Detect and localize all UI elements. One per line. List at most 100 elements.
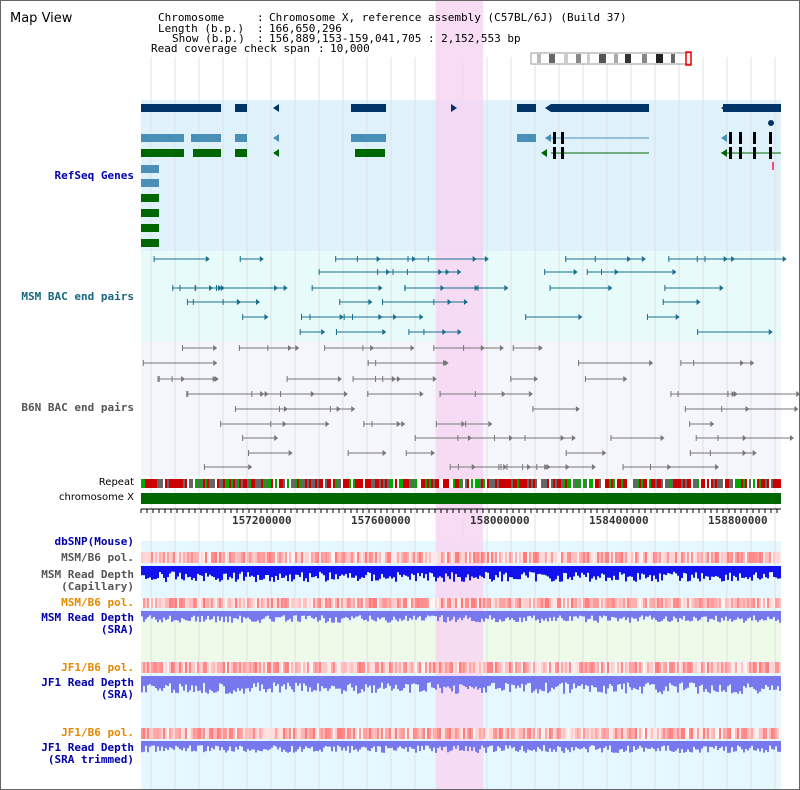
repeat-mark [549, 479, 551, 488]
read-depth-bar [695, 741, 697, 750]
polymorphism-mark [331, 598, 333, 608]
polymorphism-mark [777, 598, 779, 608]
track-label-jf1-pol-2[interactable]: JF1/B6 pol. [61, 726, 134, 739]
bac-end-mark [677, 391, 679, 397]
polymorphism-mark [773, 598, 775, 608]
read-depth-bar [447, 741, 449, 753]
repeat-mark [611, 479, 613, 488]
read-depth-bar [735, 566, 737, 578]
polymorphism-mark [311, 662, 313, 673]
track-label-msm-pol-2[interactable]: MSM/B6 pol. [61, 596, 134, 609]
polymorphism-mark [429, 598, 431, 608]
polymorphism-mark [363, 552, 365, 563]
polymorphism-mark [419, 552, 421, 563]
polymorphism-mark [589, 598, 591, 608]
repeat-mark [397, 479, 399, 488]
read-depth-bar [461, 566, 463, 582]
read-depth-bar [729, 676, 731, 685]
polymorphism-mark [211, 662, 213, 673]
read-depth-bar [471, 676, 473, 688]
track-label-jf1-depth-trim[interactable]: JF1 Read Depth [41, 741, 134, 754]
bac-end-arrow-icon [575, 406, 580, 412]
read-depth-bar [455, 611, 457, 623]
read-depth-bar [485, 566, 487, 572]
read-depth-bar [493, 566, 495, 581]
polymorphism-mark [607, 728, 609, 739]
read-depth-bar [683, 741, 685, 753]
read-depth-bar [617, 741, 619, 753]
read-depth-bar [395, 566, 397, 582]
polymorphism-mark [375, 728, 377, 739]
polymorphism-mark [471, 728, 473, 739]
read-depth-bar [609, 611, 611, 621]
polymorphism-mark [531, 598, 533, 608]
read-depth-bar [309, 566, 311, 574]
bac-end-arrow-icon [752, 450, 757, 456]
polymorphism-mark [753, 552, 755, 563]
bac-end-mark [717, 435, 719, 441]
polymorphism-mark [359, 598, 361, 608]
read-depth-bar [721, 566, 723, 582]
polymorphism-mark [393, 662, 395, 673]
track-label-dbsnp[interactable]: dbSNP(Mouse) [54, 535, 134, 548]
polymorphism-mark [737, 662, 739, 673]
read-depth-bar [195, 676, 197, 686]
repeat-mark [679, 479, 681, 488]
read-depth-bar [621, 676, 623, 690]
read-depth-bar [615, 611, 617, 618]
read-depth-bar [755, 566, 757, 573]
bac-end-arrow-icon [325, 421, 330, 427]
repeat-mark [499, 479, 501, 488]
track-label-jf1-depth-sra[interactable]: JF1 Read Depth [41, 676, 134, 689]
polymorphism-mark [145, 728, 147, 739]
read-depth-bar [633, 676, 635, 688]
track-label-msm-depth-sra[interactable]: MSM Read Depth [41, 611, 134, 624]
polymorphism-mark [663, 598, 665, 608]
polymorphism-mark [709, 552, 711, 563]
polymorphism-mark [363, 728, 365, 739]
polymorphism-mark [317, 662, 319, 673]
read-depth-bar [297, 566, 299, 575]
track-label-msm-bac[interactable]: MSM BAC end pairs [21, 290, 134, 303]
read-depth-bar [757, 676, 759, 694]
read-depth-bar [649, 741, 651, 749]
polymorphism-mark [425, 662, 427, 673]
read-depth-bar [503, 566, 505, 575]
polymorphism-mark [381, 598, 383, 608]
read-depth-bar [733, 566, 735, 576]
polymorphism-mark [323, 552, 325, 563]
repeat-mark [251, 479, 253, 488]
polymorphism-mark [385, 662, 387, 673]
polymorphism-mark [619, 598, 621, 608]
track-label-jf1-pol-1[interactable]: JF1/B6 pol. [61, 661, 134, 674]
track-label-refseq[interactable]: RefSeq Genes [54, 169, 134, 182]
read-depth-bar [471, 741, 473, 751]
polymorphism-mark [767, 662, 769, 673]
polymorphism-mark [643, 552, 645, 563]
polymorphism-mark [239, 728, 241, 739]
repeat-mark [267, 479, 269, 488]
read-depth-bar [389, 741, 391, 749]
repeat-mark [351, 479, 353, 488]
read-depth-bar [593, 676, 595, 688]
polymorphism-mark [739, 552, 741, 563]
polymorphism-mark [439, 662, 441, 673]
polymorphism-mark [335, 662, 337, 673]
track-label-msm-depth-cap[interactable]: MSM Read Depth [41, 568, 134, 581]
track-label-b6n-bac[interactable]: B6N BAC end pairs [21, 401, 134, 414]
repeat-mark [175, 479, 177, 488]
read-depth-bar [265, 566, 267, 576]
polymorphism-mark [159, 598, 161, 608]
polymorphism-mark [465, 598, 467, 608]
repeat-mark [685, 479, 687, 488]
polymorphism-mark [173, 598, 175, 608]
read-depth-bar [379, 611, 381, 620]
read-depth-bar [283, 741, 285, 750]
read-depth-bar [725, 611, 727, 617]
polymorphism-mark [421, 552, 423, 563]
polymorphism-mark [751, 728, 753, 739]
track-label-msm-pol-1[interactable]: MSM/B6 pol. [61, 551, 134, 564]
polymorphism-mark [527, 662, 529, 673]
read-depth-bar [339, 611, 341, 623]
